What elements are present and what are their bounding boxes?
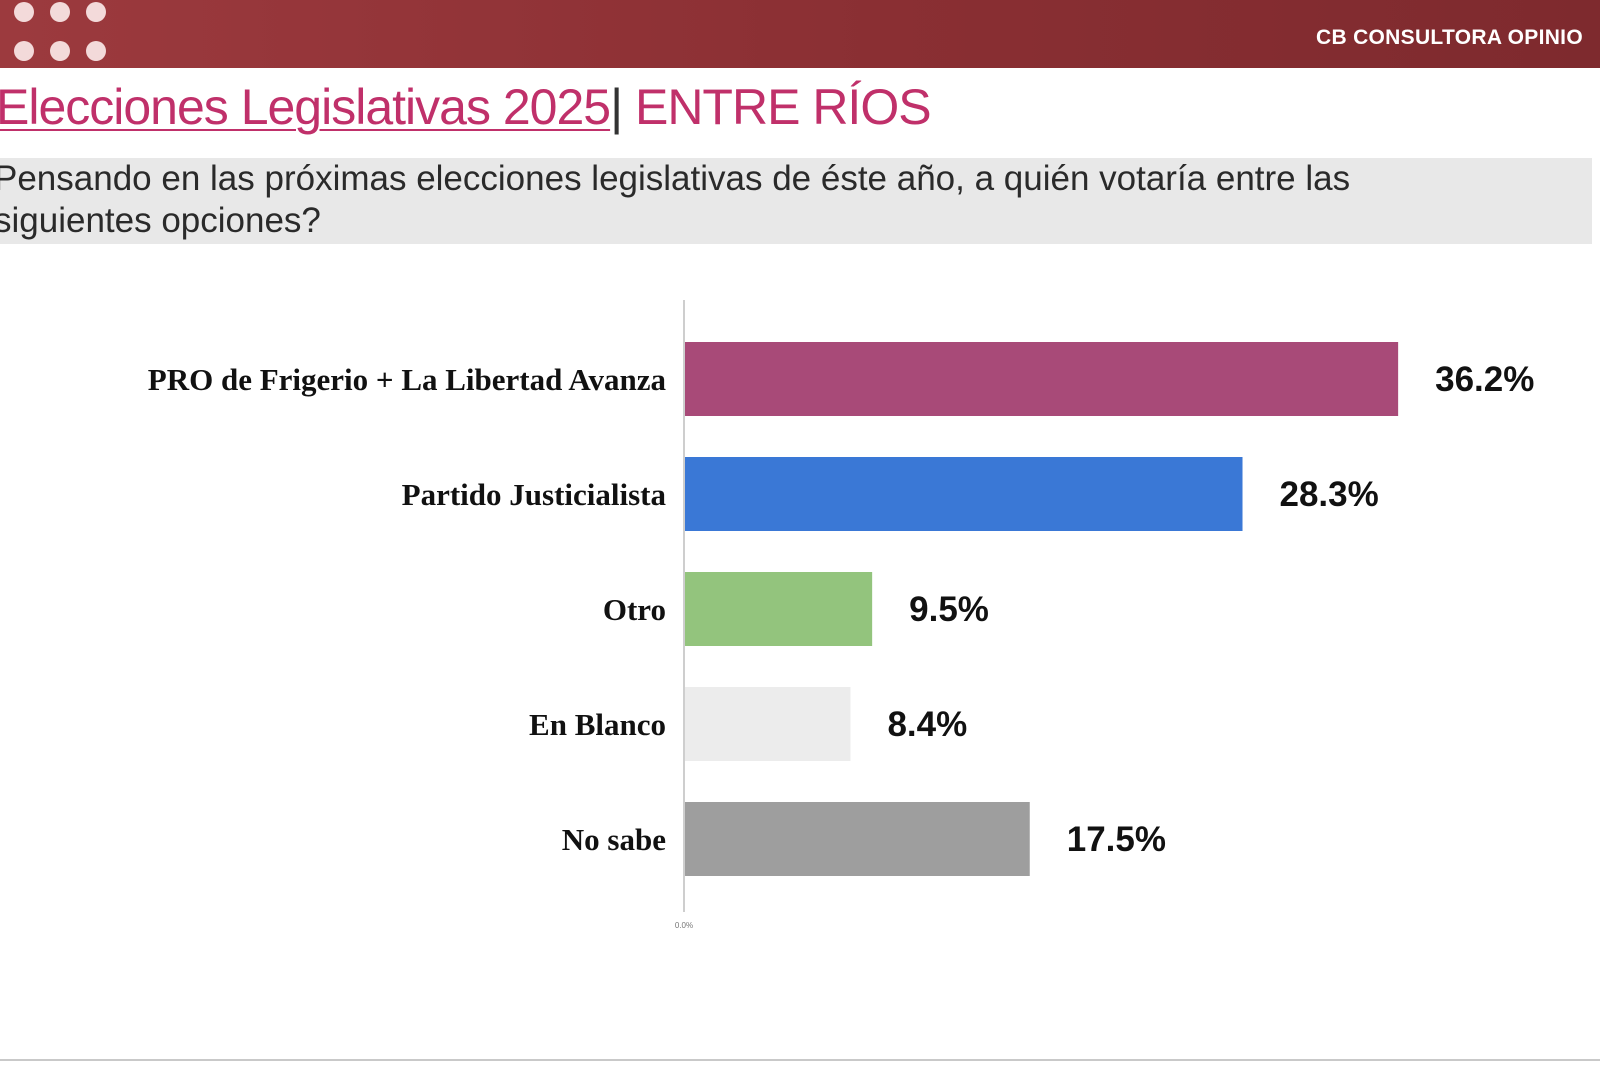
bar	[685, 457, 1243, 531]
value-label: 17.5%	[1067, 820, 1166, 859]
footer-divider	[0, 1059, 1600, 1061]
value-label: 28.3%	[1280, 475, 1379, 514]
category-label: PRO de Frigerio + La Libertad Avanza	[148, 362, 667, 397]
decor-dot-icon	[86, 2, 106, 22]
bar	[685, 687, 851, 761]
x-tick-label: 0.0%	[675, 921, 693, 930]
bar	[685, 572, 873, 646]
decor-dot-icon	[50, 2, 70, 22]
value-label: 8.4%	[887, 705, 967, 744]
title-separator: |	[610, 79, 623, 135]
decor-dot-icon	[86, 41, 106, 61]
title-region: ENTRE RÍOS	[622, 79, 932, 135]
question-box: Pensando en las próximas elecciones legi…	[0, 158, 1592, 244]
decor-dot-icon	[50, 41, 70, 61]
category-label: Partido Justicialista	[402, 477, 667, 512]
bar-chart: PRO de Frigerio + La Libertad Avanza 36.2…	[148, 300, 1534, 930]
value-label: 9.5%	[909, 590, 989, 629]
bar	[685, 802, 1030, 876]
page-title: Elecciones Legislativas 2025| ENTRE RÍOS	[0, 78, 932, 136]
title-main: Elecciones Legislativas 2025	[0, 79, 611, 135]
value-label: 36.2%	[1435, 360, 1534, 399]
category-label: Otro	[603, 592, 666, 627]
header-bar: CB CONSULTORA OPINIO	[0, 0, 1600, 68]
category-label: No sabe	[562, 822, 666, 857]
category-label: En Blanco	[529, 707, 666, 742]
brand-name: CB CONSULTORA OPINIO	[1316, 26, 1583, 49]
decor-dot-icon	[14, 41, 34, 61]
decor-dot-icon	[14, 2, 34, 22]
bar	[685, 342, 1399, 416]
question-text: Pensando en las próximas elecciones legi…	[0, 159, 1351, 240]
